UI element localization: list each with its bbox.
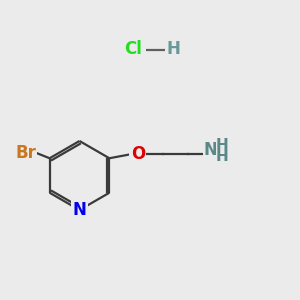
Text: N: N <box>203 141 218 159</box>
Text: N: N <box>73 201 86 219</box>
Text: Cl: Cl <box>124 40 142 58</box>
Text: H: H <box>216 149 229 164</box>
Text: Br: Br <box>15 144 36 162</box>
Text: H: H <box>166 40 180 58</box>
Text: H: H <box>216 138 229 153</box>
Text: O: O <box>131 145 145 163</box>
